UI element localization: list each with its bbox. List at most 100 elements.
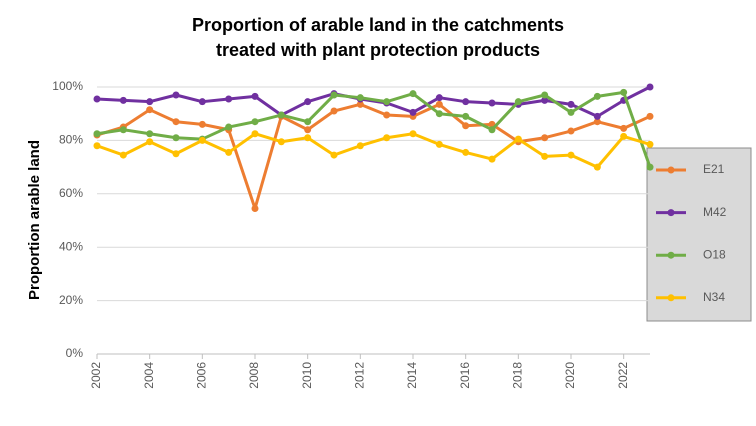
data-point [409, 130, 417, 138]
y-tick-label: 20% [59, 293, 83, 307]
data-point [330, 151, 338, 159]
data-point [119, 96, 127, 104]
data-point [277, 111, 285, 119]
chart-title: Proportion of arable land in the catchme… [192, 15, 564, 35]
data-point [383, 111, 391, 119]
data-point [198, 136, 206, 144]
data-point [435, 100, 443, 108]
data-point [409, 108, 417, 116]
data-point [172, 150, 180, 158]
data-point [356, 100, 364, 108]
data-point [304, 134, 312, 142]
data-point [304, 126, 312, 134]
data-point [251, 130, 259, 138]
data-point [514, 135, 522, 143]
data-point [593, 163, 601, 171]
legend-marker [667, 294, 675, 302]
data-point [251, 118, 259, 126]
data-point [593, 112, 601, 120]
legend-label: O18 [703, 247, 726, 261]
legend-label: E21 [703, 162, 725, 176]
data-point [488, 155, 496, 163]
data-point [119, 126, 127, 134]
data-point [541, 91, 549, 99]
data-point [567, 151, 575, 159]
data-point [514, 98, 522, 106]
x-tick-label: 2018 [511, 362, 525, 389]
data-point [541, 152, 549, 160]
data-point [567, 100, 575, 108]
data-point [225, 148, 233, 156]
data-point [383, 98, 391, 106]
data-point [435, 94, 443, 102]
data-point [646, 163, 654, 171]
legend-label: M42 [703, 205, 727, 219]
legend-marker [667, 209, 675, 217]
y-tick-label: 80% [59, 133, 83, 147]
data-point [593, 118, 601, 126]
data-point [172, 91, 180, 99]
x-tick-label: 2020 [563, 362, 577, 389]
data-point [304, 118, 312, 126]
legend-label: N34 [703, 290, 725, 304]
data-point [567, 108, 575, 116]
data-point [198, 98, 206, 106]
data-point [646, 83, 654, 91]
data-point [435, 110, 443, 118]
data-point [356, 94, 364, 102]
data-point [462, 112, 470, 120]
data-point [488, 99, 496, 107]
y-tick-label: 40% [59, 239, 83, 253]
data-point [330, 91, 338, 99]
data-point [409, 90, 417, 98]
y-tick-label: 60% [59, 186, 83, 200]
data-point [277, 138, 285, 146]
y-tick-label: 0% [66, 346, 84, 360]
data-point [146, 106, 154, 114]
x-tick-label: 2002 [89, 362, 103, 389]
y-tick-label: 100% [52, 79, 83, 93]
data-point [462, 122, 470, 130]
legend-marker [667, 166, 675, 174]
data-point [146, 138, 154, 146]
x-tick-label: 2004 [142, 362, 156, 389]
data-point [356, 142, 364, 150]
data-point [593, 92, 601, 100]
data-point [251, 92, 259, 100]
data-point [93, 95, 101, 103]
x-tick-label: 2008 [247, 362, 261, 389]
chart-title: treated with plant protection products [216, 40, 540, 60]
data-point [646, 112, 654, 120]
data-point [567, 127, 575, 135]
data-point [304, 98, 312, 106]
data-point [146, 98, 154, 106]
data-point [462, 148, 470, 156]
x-tick-label: 2012 [353, 362, 367, 389]
x-tick-label: 2022 [616, 362, 630, 389]
data-point [93, 130, 101, 138]
data-point [146, 130, 154, 138]
data-point [462, 98, 470, 106]
data-point [172, 118, 180, 126]
data-point [198, 120, 206, 128]
data-point [225, 123, 233, 131]
data-point [541, 96, 549, 104]
x-tick-label: 2006 [195, 362, 209, 389]
x-tick-label: 2016 [458, 362, 472, 389]
data-point [620, 124, 628, 132]
series-line [96, 132, 651, 169]
series-line [96, 102, 651, 210]
data-point [620, 132, 628, 140]
data-point [93, 142, 101, 150]
data-point [225, 95, 233, 103]
data-point [435, 140, 443, 148]
legend-marker [667, 251, 675, 259]
data-point [541, 134, 549, 142]
data-point [172, 134, 180, 142]
x-tick-label: 2014 [405, 362, 419, 389]
series-line [96, 90, 652, 168]
data-point [488, 126, 496, 134]
data-point [119, 151, 127, 159]
